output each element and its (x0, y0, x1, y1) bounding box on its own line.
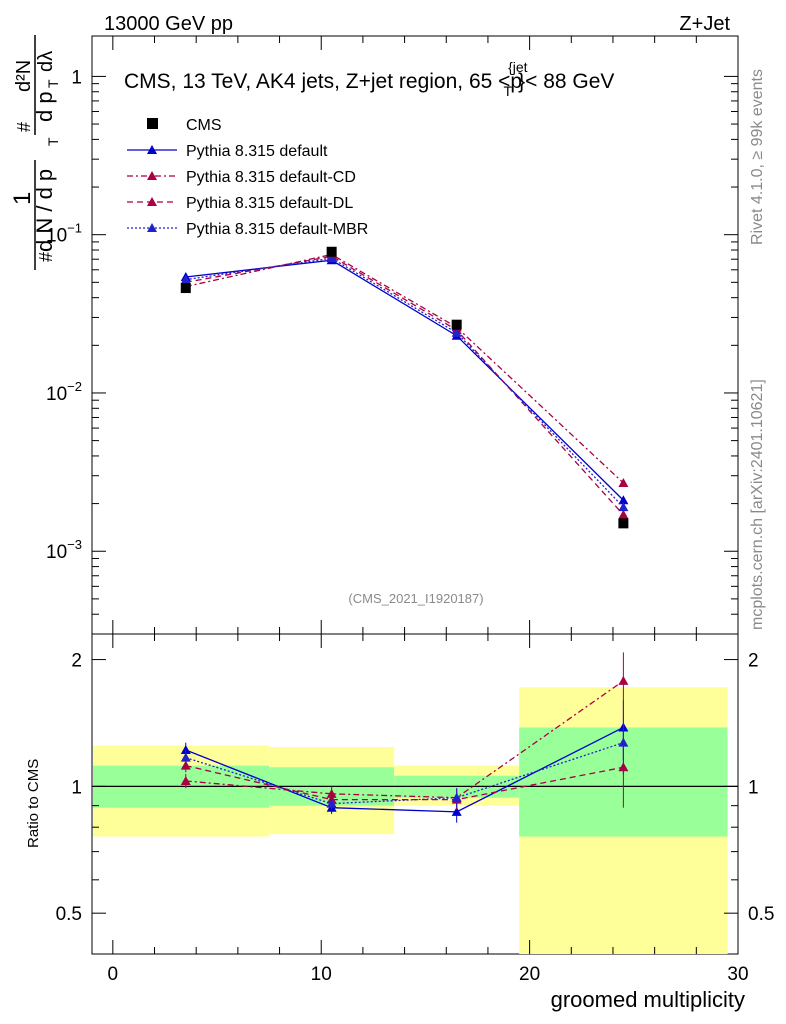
ratio-series (180, 652, 629, 823)
cms-data-point (180, 283, 191, 294)
series-marker (618, 509, 629, 519)
ratio-y-tick-label: 1 (71, 777, 82, 798)
series-marker (618, 477, 629, 487)
ylabel-part: d p (32, 91, 57, 122)
ratio-y-tick-label-right: 2 (748, 651, 759, 672)
ratio-marker (451, 806, 462, 816)
ratio-plot-frame (91, 633, 739, 955)
series-marker (618, 495, 629, 505)
main-axis-ticks: 110−110−210−3 (46, 36, 739, 635)
ratio-bands (92, 687, 738, 954)
ratio-marker (618, 675, 629, 685)
header-right: Z+Jet (679, 13, 730, 35)
y-tick-label: 10−1 (46, 221, 82, 247)
ratio-y-tick-label: 0.5 (56, 904, 82, 925)
ratio-marker (180, 752, 191, 762)
y-tick-exponent: −1 (67, 221, 82, 236)
legend-marker (147, 223, 157, 232)
cms-data-point (618, 518, 629, 529)
x-tick-label: 0 (108, 964, 119, 985)
y-tick-label: 10−2 (46, 379, 82, 405)
series-marker (180, 274, 191, 284)
ratio-marker (326, 798, 337, 808)
chart-title: CMS, 13 TeV, AK4 jets, Z+jet region, 65 … (124, 59, 614, 99)
ylabel-part: T (45, 79, 61, 88)
x-axis-label: groomed multiplicity (551, 987, 745, 1012)
y-tick-base: 10 (46, 226, 67, 247)
chart-title-main: CMS, 13 TeV, AK4 jets, Z+jet region, 65 … (124, 70, 522, 93)
legend-label: Pythia 8.315 default-DL (186, 195, 353, 212)
ylabel-part: d N / d p (32, 169, 57, 252)
ratio-y-tick-label-right: 0.5 (748, 904, 774, 925)
y-tick-base: 10 (46, 384, 67, 405)
x-tick-label: 30 (727, 964, 748, 985)
legend-marker-cms (147, 118, 158, 129)
ratio-marker (180, 744, 191, 754)
y-tick-base: 1 (71, 67, 82, 88)
y-tick-exponent: −3 (67, 537, 82, 552)
legend-marker (147, 171, 157, 180)
chart-title-sub: T (504, 83, 513, 99)
series-line (185, 257, 624, 508)
ylabel-part: # (14, 122, 34, 132)
ylabel-part: dλ (35, 51, 57, 72)
ratio-series-line (185, 680, 624, 799)
y-tick-exponent: −2 (67, 379, 82, 394)
ylabel-part: T (45, 137, 61, 146)
ratio-y-tick-label-right: 1 (748, 777, 759, 798)
ylabel-part: # (36, 252, 56, 262)
legend-marker (147, 145, 157, 154)
series-line (185, 253, 624, 484)
ratio-series-line (185, 765, 624, 801)
ratio-marker (180, 775, 191, 785)
ylabel-part: 1 (9, 192, 36, 205)
cms-data-point (326, 246, 337, 257)
legend-label: CMS (186, 117, 222, 134)
ratio-marker (618, 737, 629, 747)
cms-data-point (451, 319, 462, 330)
ratio-series-line (185, 742, 624, 805)
legend: CMS Pythia 8.315 default Pythia 8.315 defa… (127, 117, 368, 238)
legend-label: Pythia 8.315 default-CD (186, 169, 356, 186)
ratio-y-tick-label: 2 (71, 651, 82, 672)
legend-label: Pythia 8.315 default (186, 143, 328, 160)
y-tick-label: 1 (71, 67, 82, 88)
series-line (185, 255, 624, 516)
x-tick-label: 20 (519, 964, 540, 985)
mcplots-label: mcplots.cern.ch [arXiv:2401.10621] (749, 379, 766, 630)
ratio-marker (451, 792, 462, 802)
series-marker (451, 327, 462, 337)
header-left: 13000 GeV pp (104, 13, 233, 35)
x-tick-label: 10 (311, 964, 332, 985)
chart-title-sup: {jet (508, 59, 528, 75)
ratio-axis-ticks: 0 10 20 30 2 2 1 1 0.5 0.5 (56, 634, 774, 985)
analysis-watermark: (CMS_2021_I1920187) (348, 591, 483, 606)
rivet-label: Rivet 4.1.0, ≥ 99k events (749, 69, 766, 245)
main-series (180, 246, 629, 529)
ratio-series-line (185, 726, 624, 813)
ylabel-part: d²N (13, 60, 35, 92)
legend-label: Pythia 8.315 default-MBR (186, 221, 368, 238)
y-tick-base: 10 (46, 542, 67, 563)
series-marker (326, 253, 337, 263)
y-tick-label: 10−3 (46, 537, 82, 563)
chart-title-tail: }< 88 GeV (518, 70, 614, 93)
legend-marker (147, 197, 157, 206)
main-ylabel: 1 # d N / d p T # d p T dλ d²N (9, 35, 61, 270)
ratio-ylabel: Ratio to CMS (25, 759, 42, 848)
series-marker (618, 502, 629, 512)
